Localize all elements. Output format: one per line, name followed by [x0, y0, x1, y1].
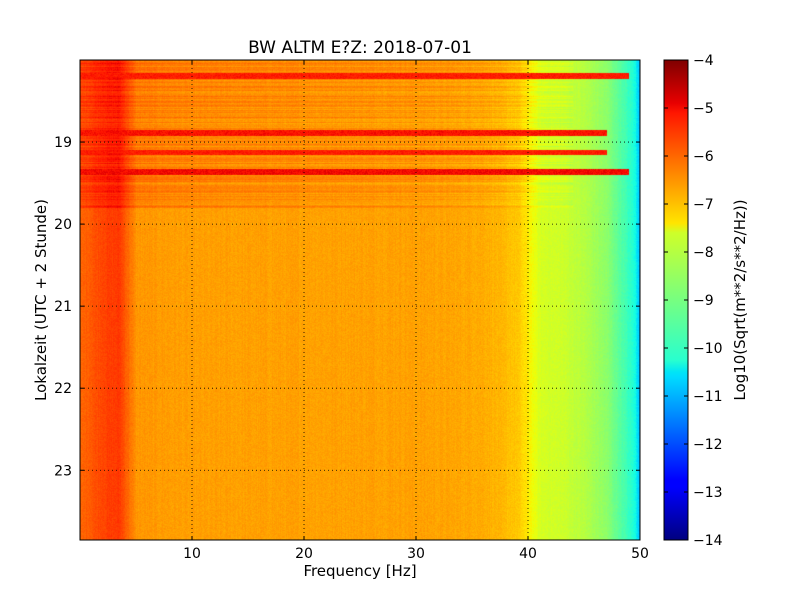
colorbar-tick-label: −6: [693, 149, 714, 165]
x-tick-label: 30: [407, 546, 425, 562]
y-axis: 19 20 21 22 23: [54, 135, 640, 479]
colorbar-tick-label: −13: [693, 485, 723, 501]
y-tick-label: 23: [54, 463, 72, 479]
x-axis: 10 20 30 40 50: [183, 60, 649, 562]
y-axis-label: Lokalzeit (UTC + 2 Stunde): [32, 199, 50, 401]
colorbar-tick-label: −10: [693, 341, 723, 357]
spectrogram-image-holder: [80, 60, 640, 540]
y-tick-label: 20: [54, 217, 72, 233]
colorbar-tick-label: −11: [693, 389, 723, 405]
chart-title: BW ALTM E?Z: 2018-07-01: [248, 38, 472, 58]
x-axis-label: Frequency [Hz]: [303, 562, 416, 580]
spectrogram-heatmap: [80, 60, 640, 540]
x-tick-label: 20: [295, 546, 313, 562]
colorbar-tick-label: −5: [693, 101, 714, 117]
colorbar-tick-label: −7: [693, 197, 714, 213]
plot-area: [80, 60, 640, 540]
colorbar-ticks: −4 −5 −6 −7 −8 −9 −10 −11 −12 −13 −14: [664, 53, 723, 549]
colorbar-tick-label: −8: [693, 245, 714, 261]
y-tick-label: 22: [54, 381, 72, 397]
colorbar-tick-label: −14: [693, 533, 723, 549]
x-tick-label: 40: [519, 546, 537, 562]
plot-frame: [79, 59, 641, 541]
y-tick-label: 19: [54, 135, 72, 151]
colorbar: −4 −5 −6 −7 −8 −9 −10 −11 −12 −13 −14 Log10(Sqrt(m…: [663, 53, 749, 549]
x-tick-label: 10: [183, 546, 201, 562]
colorbar-tick-label: −4: [693, 53, 714, 69]
colorbar-label: Log10(Sqrt(m**2/s**2/Hz)): [731, 199, 749, 400]
x-tick-label: 50: [631, 546, 649, 562]
colorbar-tick-label: −9: [693, 293, 714, 309]
colorbar-tick-label: −12: [693, 437, 723, 453]
gridlines: [80, 60, 640, 540]
y-tick-label: 21: [54, 299, 72, 315]
